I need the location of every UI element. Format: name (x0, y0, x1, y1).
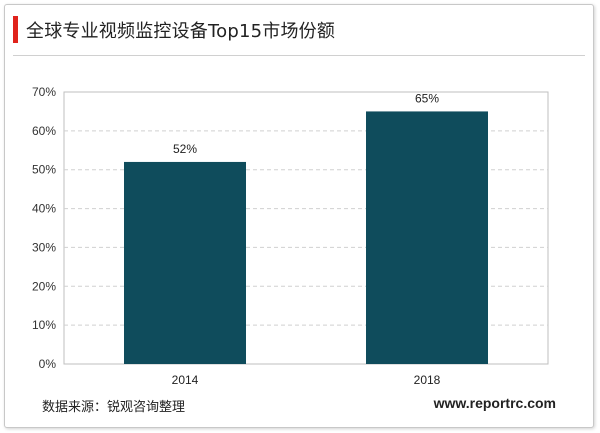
chart-title: 全球专业视频监控设备Top15市场份额 (26, 21, 336, 42)
chart-card (4, 4, 594, 428)
y-tick-label: 40% (32, 202, 56, 216)
x-tick-label: 2014 (172, 373, 199, 387)
x-tick-label: 2018 (414, 373, 441, 387)
data-label: 65% (415, 91, 439, 105)
y-tick-label: 60% (32, 124, 56, 138)
source-note: 数据来源：锐观咨询整理 (42, 400, 186, 415)
title-divider (13, 55, 585, 56)
bar (366, 111, 488, 364)
website-url: www.reportrc.com (433, 395, 556, 411)
plot-area (63, 91, 549, 365)
y-tick-label: 70% (32, 85, 56, 99)
y-tick-label: 30% (32, 240, 56, 254)
title-accent-bar (13, 16, 18, 43)
data-label: 52% (173, 142, 197, 156)
bar (124, 161, 246, 364)
y-tick-label: 20% (32, 279, 56, 293)
y-tick-label: 10% (32, 318, 56, 332)
y-tick-label: 50% (32, 163, 56, 177)
y-tick-label: 0% (39, 357, 57, 371)
